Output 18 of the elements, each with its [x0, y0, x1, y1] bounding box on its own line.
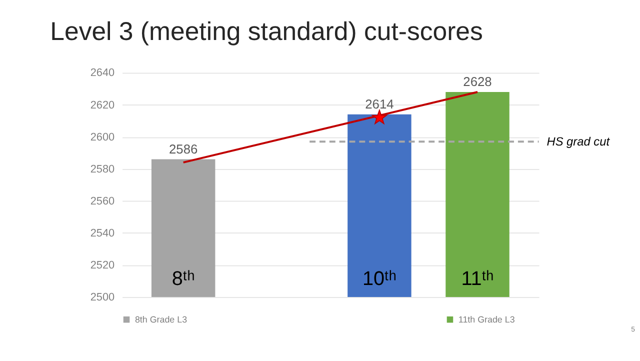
data-label: 2586	[169, 141, 198, 156]
x-tick-label: 10ᵗʰ	[362, 268, 396, 290]
ref-line-label: HS grad cut	[546, 134, 610, 149]
data-label: 2614	[365, 96, 394, 112]
y-tick-label: 2520	[90, 259, 115, 272]
y-tick-label: 2500	[90, 291, 115, 304]
y-tick-label: 2580	[90, 163, 115, 176]
x-tick-label: 11ᵗʰ	[461, 268, 494, 290]
y-tick-label: 2540	[90, 227, 115, 240]
y-tick-label: 2600	[90, 131, 115, 144]
legend-label: 8th Grade L3	[134, 314, 188, 325]
y-tick-label: 2640	[90, 67, 115, 80]
y-tick-label: 2560	[90, 195, 115, 208]
data-label: 2628	[463, 74, 492, 90]
y-tick-label: 2620	[90, 99, 115, 112]
legend-label: 11th Grade L3	[458, 314, 515, 325]
x-tick-label: 8ᵗʰ	[172, 268, 195, 290]
chart-title: Level 3 (meeting standard) cut-scores	[50, 18, 483, 46]
